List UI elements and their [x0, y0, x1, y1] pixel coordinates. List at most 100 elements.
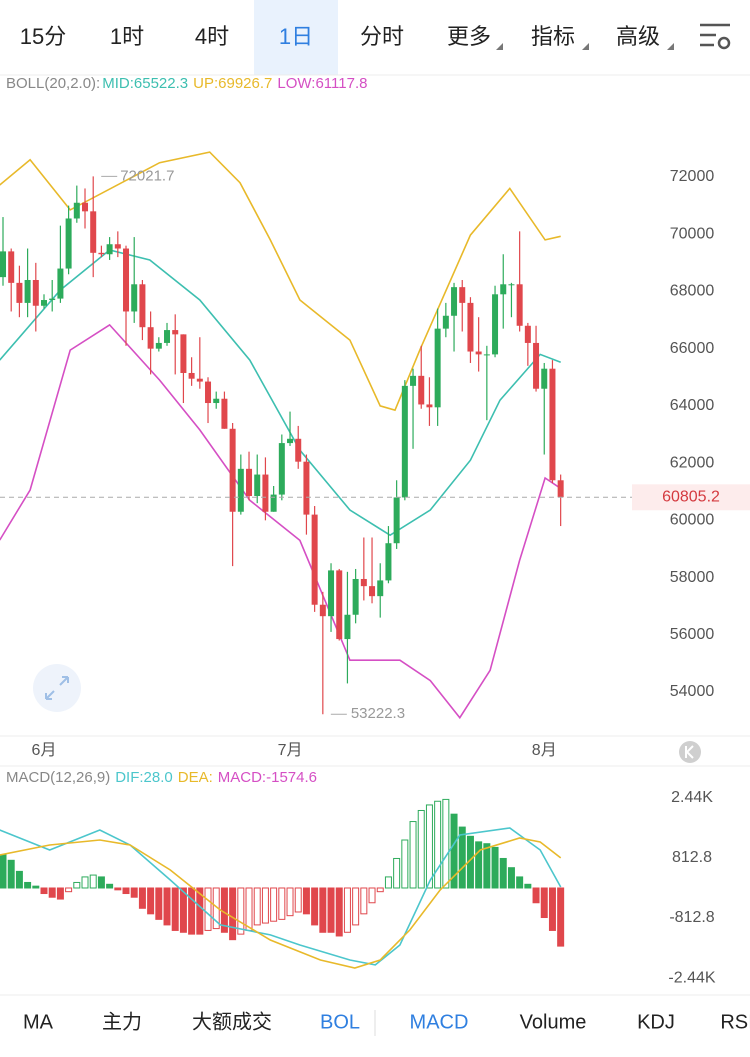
candle-body: [434, 328, 441, 408]
indicator-tab[interactable]: MACD: [410, 1011, 469, 1033]
candle-body: [492, 294, 499, 355]
candle-body: [16, 282, 23, 303]
y-tick-label: 812.8: [672, 849, 712, 866]
candle-body: [90, 211, 97, 253]
candle-body: [98, 252, 105, 255]
macd-bar: [24, 881, 32, 889]
candle-body: [500, 284, 507, 295]
y-tick-label: -2.44K: [668, 969, 715, 986]
header-item: LOW:: [277, 75, 315, 92]
macd-line: [0, 827, 562, 966]
tab[interactable]: 指标: [531, 24, 575, 49]
macd-bar: [458, 826, 466, 889]
candle-body: [393, 497, 400, 544]
header-item: 28.0: [144, 769, 173, 786]
macd-bar: [147, 887, 155, 915]
candle-body: [73, 202, 80, 219]
candle-body: [549, 368, 556, 481]
tab[interactable]: 更多: [447, 24, 491, 49]
macd-bar: [229, 887, 237, 941]
macd-bar: [532, 887, 540, 904]
macd-bar: [368, 887, 376, 904]
header-item: BOLL(20,2.0):: [6, 75, 100, 92]
candle-body: [352, 578, 359, 615]
tab[interactable]: 分时: [360, 24, 404, 49]
indicator-tab[interactable]: 主力: [102, 1010, 142, 1033]
macd-bar: [499, 857, 507, 889]
tab[interactable]: 高级: [616, 24, 660, 49]
indicator-tab[interactable]: MA: [23, 1011, 54, 1033]
candle-body: [131, 284, 138, 312]
candle-body: [442, 315, 449, 329]
candle-body: [155, 342, 162, 349]
min-label: 53222.3: [351, 705, 405, 722]
candle-body: [319, 604, 326, 617]
macd-bar: [319, 887, 327, 933]
candle-body: [533, 342, 540, 389]
tab[interactable]: 1日: [279, 24, 313, 49]
y-tick-label: 58000: [670, 569, 715, 586]
y-tick-label: 60000: [670, 512, 715, 529]
top-bar: [0, 0, 750, 75]
indicator-tab[interactable]: 大额成交: [192, 1010, 272, 1033]
candle-body: [32, 279, 39, 306]
tab[interactable]: 1时: [110, 24, 144, 49]
macd-bar: [40, 887, 48, 895]
header-item: MID:: [102, 75, 134, 92]
candle-body: [106, 244, 113, 255]
macd-bar: [89, 874, 97, 889]
header-item: MACD:: [218, 769, 266, 786]
macd-bar: [138, 887, 146, 909]
macd-bar: [425, 804, 433, 889]
candle-body: [385, 543, 392, 581]
settings-icon[interactable]: [700, 23, 731, 50]
candle-body: [467, 302, 474, 352]
candle-body: [82, 202, 89, 212]
macd-bar: [335, 887, 343, 937]
macd-bar: [376, 887, 384, 893]
indicator-tab[interactable]: RSI: [720, 1011, 750, 1033]
header-item: DIF:: [115, 769, 143, 786]
collapse-button[interactable]: [679, 741, 701, 763]
header-item: UP:: [193, 75, 218, 92]
indicator-tab[interactable]: KDJ: [637, 1011, 675, 1033]
macd-bar: [81, 876, 89, 889]
candle-body: [114, 244, 121, 249]
header-item: -1574.6: [266, 769, 317, 786]
candle-body: [328, 570, 335, 617]
macd-bar: [450, 813, 458, 889]
header-item: 65522.3: [134, 75, 188, 92]
candle-body: [336, 570, 343, 640]
macd-bar: [97, 876, 105, 889]
y-tick-label: 66000: [670, 340, 715, 357]
macd-bar: [302, 887, 310, 915]
candle-body: [49, 298, 56, 301]
macd-bar: [32, 885, 40, 889]
macd-bar: [253, 887, 261, 926]
candle-body: [344, 614, 351, 640]
expand-button[interactable]: [33, 664, 81, 712]
last-price-box: [632, 484, 750, 511]
indicator-tab[interactable]: BOL: [320, 1011, 360, 1033]
candle-body: [295, 438, 302, 462]
candle-body: [147, 327, 154, 349]
boll-line: [0, 249, 561, 537]
macd-bar: [384, 876, 392, 889]
candle-body: [139, 284, 146, 328]
tab[interactable]: 15分: [20, 24, 66, 49]
header-item: DEA:: [178, 769, 213, 786]
candle-body: [410, 375, 417, 386]
last-price-label: 60805.2: [662, 489, 720, 506]
macd-bar: [179, 887, 187, 933]
macd-bar: [48, 887, 56, 898]
macd-bar: [15, 870, 23, 889]
y-tick-label: 62000: [670, 454, 715, 471]
macd-bar: [114, 887, 122, 891]
header-item: MACD(12,26,9): [6, 769, 110, 786]
candle-body: [246, 468, 253, 497]
indicator-tab[interactable]: Volume: [520, 1011, 587, 1033]
tab[interactable]: 4时: [195, 24, 229, 49]
candle-body: [172, 330, 179, 335]
macd-bar: [237, 887, 245, 935]
